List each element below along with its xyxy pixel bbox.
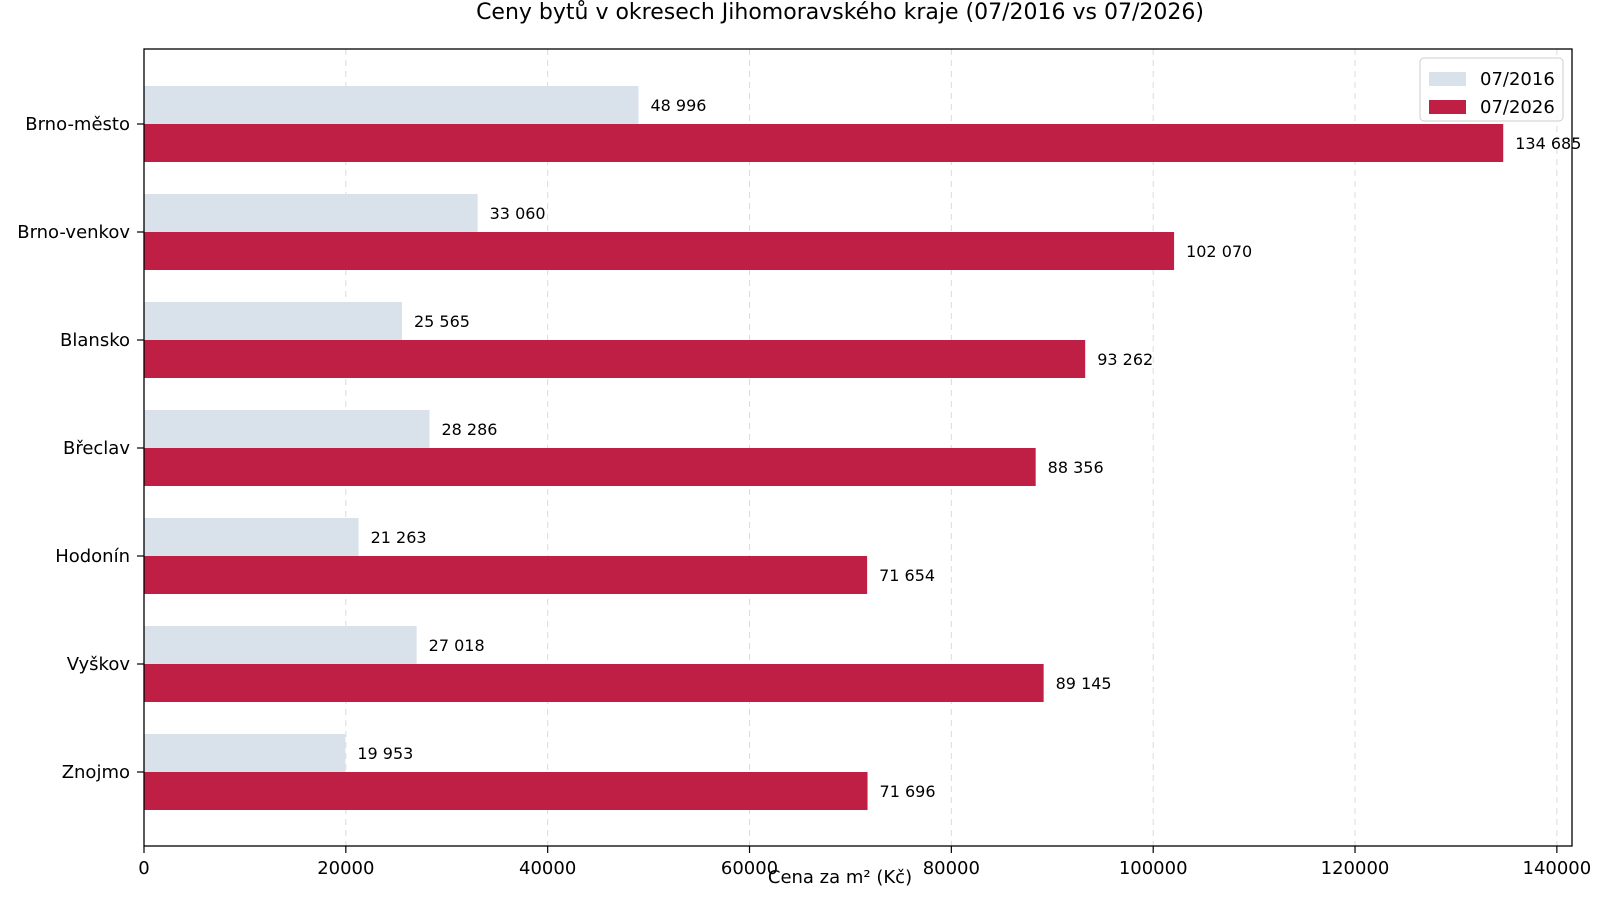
y-tick-label-3: Břeclav: [63, 438, 130, 459]
y-tick-label-0: Brno-město: [25, 114, 130, 135]
legend-label-2026[interactable]: 07/2026: [1480, 97, 1555, 118]
y-tick-label-6: Znojmo: [62, 762, 130, 783]
data-label-2016-5: 27 018: [429, 636, 485, 655]
legend-label-2016[interactable]: 07/2016: [1480, 69, 1555, 90]
data-label-2026-3: 88 356: [1048, 458, 1104, 477]
y-tick-label-5: Vyškov: [67, 654, 131, 675]
bars: [144, 86, 1504, 810]
bar-2016-0[interactable]: [144, 86, 639, 124]
data-label-2016-6: 19 953: [357, 744, 413, 763]
x-tick-label-3: 60000: [721, 858, 778, 879]
y-tick-label-2: Blansko: [60, 330, 130, 351]
legend[interactable]: 07/2016 07/2026: [1419, 57, 1564, 122]
bar-2026-1[interactable]: [144, 232, 1175, 270]
legend-swatch-2026: [1429, 100, 1466, 114]
bar-2016-5[interactable]: [144, 626, 417, 664]
data-label-2026-6: 71 696: [880, 782, 936, 801]
data-labels: 48 996 134 685 33 060 102 070 25 565 93 262 28…: [357, 96, 1581, 801]
x-tick-label-7: 140000: [1523, 858, 1592, 879]
bar-2016-1[interactable]: [144, 194, 478, 232]
x-tick-label-5: 100000: [1119, 858, 1188, 879]
bar-2016-2[interactable]: [144, 302, 402, 340]
y-tick-label-4: Hodonín: [55, 546, 130, 567]
x-tick-label-6: 120000: [1321, 858, 1390, 879]
bar-2026-6[interactable]: [144, 772, 868, 810]
grid-lines: [143, 49, 1558, 846]
x-tick-label-0: 0: [138, 858, 149, 879]
bar-2026-0[interactable]: [144, 124, 1504, 162]
data-label-2026-1: 102 070: [1186, 242, 1252, 261]
bar-2016-4[interactable]: [144, 518, 359, 556]
x-tick-label-2: 40000: [519, 858, 576, 879]
bar-2026-2[interactable]: [144, 340, 1086, 378]
data-label-2016-1: 33 060: [490, 204, 546, 223]
axes: 0 20000 40000 60000 80000 100000 120000 140000 B…: [17, 48, 1592, 879]
bar-2026-5[interactable]: [144, 664, 1044, 702]
x-axis-title: Cena za m² (Kč): [768, 867, 912, 888]
y-tick-label-1: Brno-venkov: [17, 222, 130, 243]
bar-2016-6[interactable]: [144, 734, 346, 772]
legend-swatch-2016: [1429, 72, 1466, 86]
data-label-2016-0: 48 996: [650, 96, 706, 115]
bar-2026-4[interactable]: [144, 556, 868, 594]
chart-title: Ceny bytů v okresech Jihomoravského kraj…: [476, 0, 1204, 25]
x-tick-label-4: 80000: [923, 858, 980, 879]
data-label-2016-3: 28 286: [441, 420, 497, 439]
data-label-2026-2: 93 262: [1097, 350, 1153, 369]
bar-2016-3[interactable]: [144, 410, 430, 448]
data-label-2026-0: 134 685: [1515, 134, 1581, 153]
data-label-2026-5: 89 145: [1056, 674, 1112, 693]
bar-2026-3[interactable]: [144, 448, 1036, 486]
x-tick-label-1: 20000: [317, 858, 374, 879]
data-label-2016-4: 21 263: [371, 528, 427, 547]
data-label-2016-2: 25 565: [414, 312, 470, 331]
data-label-2026-4: 71 654: [879, 566, 935, 585]
